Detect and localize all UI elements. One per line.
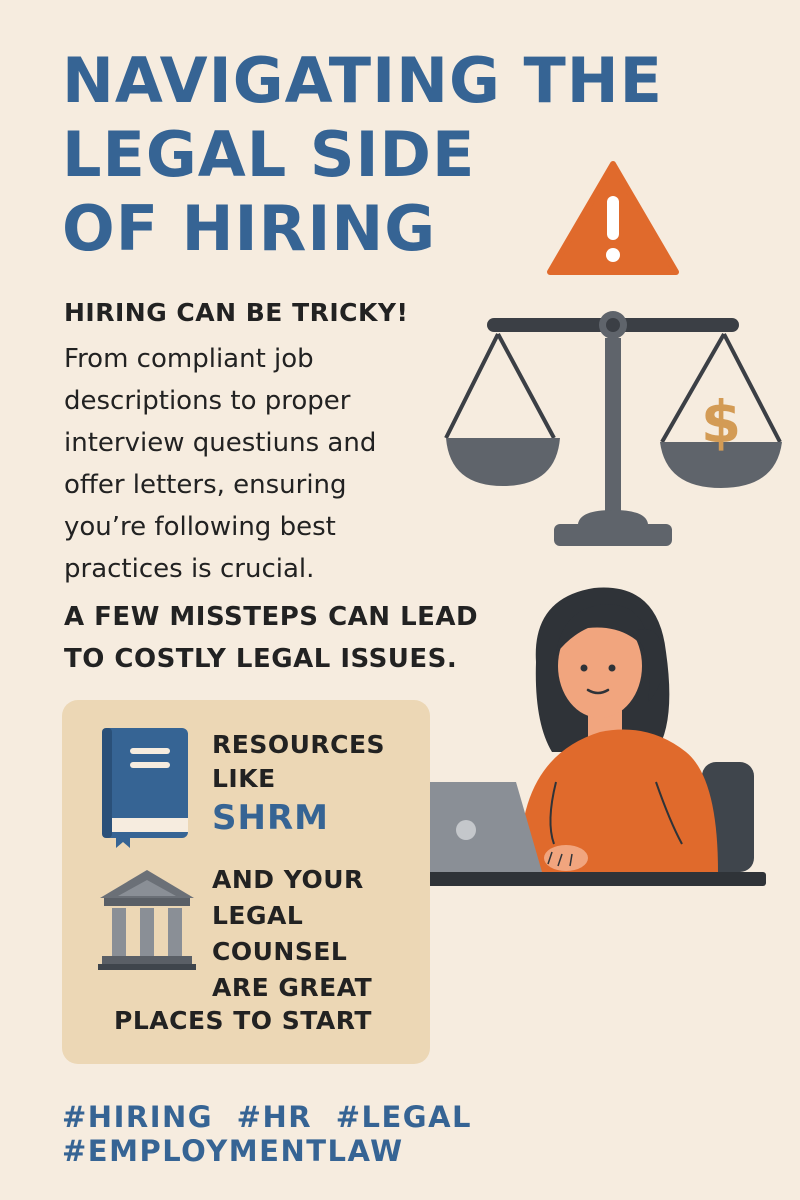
resources-line-2: LIKE (212, 764, 276, 793)
hashtag: #EMPLOYMENTLAW (62, 1134, 404, 1168)
shrm-label: SHRM (212, 798, 329, 838)
warning-triangle-icon (547, 161, 679, 275)
hashtag: #HIRING (62, 1100, 214, 1134)
hashtag-row: #HIRING #HR #LEGAL #EMPLOYMENTLAW (62, 1100, 800, 1168)
warning-message: A FEW MISSTEPS CAN LEAD TO COSTLY LEGAL … (64, 596, 478, 680)
intro-line: descriptions to proper (64, 386, 351, 416)
resources-line-1: RESOURCES (212, 730, 386, 759)
dollar-icon: $ (701, 388, 741, 456)
intro-line: offer letters, ensuring (64, 470, 347, 500)
courthouse-icon (98, 870, 196, 970)
hashtag: #HR (236, 1100, 313, 1134)
scale-of-justice-icon: $ (444, 311, 782, 546)
intro-line: you’re following best (64, 512, 336, 542)
warning-line-1: A FEW MISSTEPS CAN LEAD (64, 602, 479, 632)
intro-paragraph: From compliant job descriptions to prope… (64, 338, 424, 590)
counsel-line-1: AND YOUR (212, 865, 364, 894)
title-line-1: NAVIGATING THE (62, 44, 664, 117)
hashtag: #LEGAL (335, 1100, 473, 1134)
counsel-line-2: LEGAL (212, 901, 304, 930)
intro-line: interview questiuns and (64, 428, 377, 458)
counsel-line-3: COUNSEL (212, 937, 348, 966)
title-line-2: LEGAL SIDE (62, 118, 476, 191)
page-title: NAVIGATING THE LEGAL SIDE OF HIRING (62, 44, 742, 266)
woman-at-laptop-illustration (390, 587, 766, 886)
resources-text: RESOURCES LIKE SHRM (212, 728, 385, 840)
title-line-3: OF HIRING (62, 192, 437, 265)
intro-line: practices is crucial. (64, 554, 315, 584)
resources-card: RESOURCES LIKE SHRM AND YOUR LEGAL COUNS… (62, 700, 430, 1064)
counsel-text: AND YOUR LEGAL COUNSEL ARE GREAT (212, 862, 372, 1006)
counsel-closing-line: PLACES TO START (114, 1006, 372, 1035)
intro-heading: HIRING CAN BE TRICKY! (64, 298, 409, 327)
counsel-line-4: ARE GREAT (212, 973, 373, 1002)
book-icon (102, 728, 188, 848)
warning-line-2: TO COSTLY LEGAL ISSUES. (64, 644, 458, 674)
intro-line: From compliant job (64, 344, 314, 374)
